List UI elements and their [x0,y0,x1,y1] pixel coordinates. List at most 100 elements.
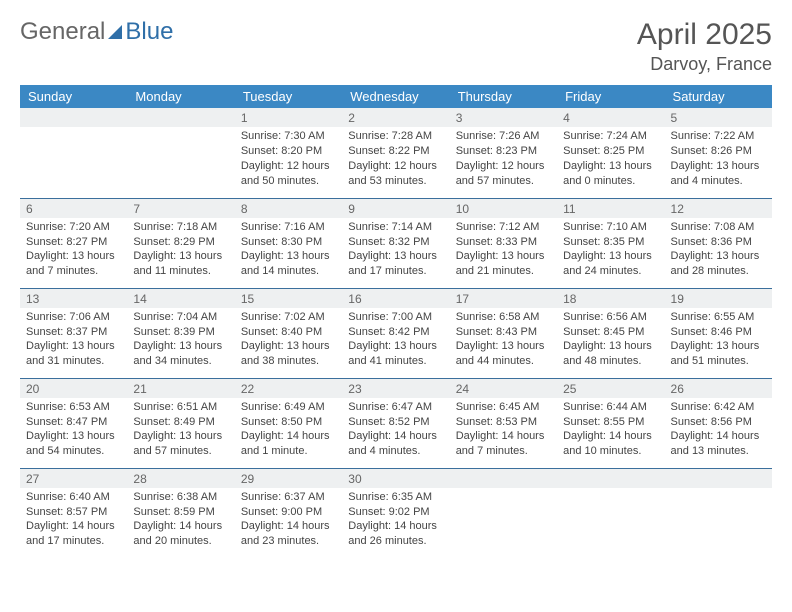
day-details: Sunrise: 7:20 AMSunset: 8:27 PMDaylight:… [26,220,121,279]
calendar-cell: 26Sunrise: 6:42 AMSunset: 8:56 PMDayligh… [665,378,772,468]
day-number: 8 [235,199,342,218]
sunrise-text: Sunrise: 7:02 AM [241,310,336,325]
sunset-text: Sunset: 8:43 PM [456,325,551,340]
daylight-text: Daylight: 13 hours and 28 minutes. [671,249,766,279]
calendar-cell: 1Sunrise: 7:30 AMSunset: 8:20 PMDaylight… [235,108,342,198]
day-details: Sunrise: 7:26 AMSunset: 8:23 PMDaylight:… [456,129,551,188]
day-details: Sunrise: 6:49 AMSunset: 8:50 PMDaylight:… [241,400,336,459]
sunrise-text: Sunrise: 6:56 AM [563,310,658,325]
daylight-text: Daylight: 14 hours and 26 minutes. [348,519,443,549]
day-number: 5 [665,108,772,127]
calendar-cell: 29Sunrise: 6:37 AMSunset: 9:00 PMDayligh… [235,468,342,558]
sunset-text: Sunset: 8:45 PM [563,325,658,340]
day-number: 23 [342,379,449,398]
day-number-bar [450,469,557,488]
sunrise-text: Sunrise: 6:45 AM [456,400,551,415]
brand-text-2: Blue [125,18,173,46]
weekday-header: Wednesday [342,85,449,108]
day-number: 28 [127,469,234,488]
weekday-header: Saturday [665,85,772,108]
calendar-cell: 8Sunrise: 7:16 AMSunset: 8:30 PMDaylight… [235,198,342,288]
day-details: Sunrise: 7:02 AMSunset: 8:40 PMDaylight:… [241,310,336,369]
calendar-week-row: 1Sunrise: 7:30 AMSunset: 8:20 PMDaylight… [20,108,772,198]
daylight-text: Daylight: 13 hours and 44 minutes. [456,339,551,369]
daylight-text: Daylight: 13 hours and 24 minutes. [563,249,658,279]
sunrise-text: Sunrise: 7:00 AM [348,310,443,325]
sunrise-text: Sunrise: 6:44 AM [563,400,658,415]
day-details: Sunrise: 6:47 AMSunset: 8:52 PMDaylight:… [348,400,443,459]
daylight-text: Daylight: 13 hours and 38 minutes. [241,339,336,369]
sunset-text: Sunset: 8:42 PM [348,325,443,340]
daylight-text: Daylight: 14 hours and 13 minutes. [671,429,766,459]
day-number: 7 [127,199,234,218]
sunset-text: Sunset: 8:47 PM [26,415,121,430]
weekday-header: Monday [127,85,234,108]
sunrise-text: Sunrise: 7:12 AM [456,220,551,235]
day-number: 11 [557,199,664,218]
calendar-table: Sunday Monday Tuesday Wednesday Thursday… [20,85,772,558]
calendar-cell: 21 Sunrise: 6:51 AMSunset: 8:49 PMDayligh… [127,378,234,468]
sunset-text: Sunset: 8:46 PM [671,325,766,340]
daylight-text: Daylight: 13 hours and 34 minutes. [133,339,228,369]
day-number: 19 [665,289,772,308]
calendar-week-row: 6Sunrise: 7:20 AMSunset: 8:27 PMDaylight… [20,198,772,288]
sunset-text: Sunset: 8:59 PM [133,505,228,520]
weekday-header: Tuesday [235,85,342,108]
day-number: 12 [665,199,772,218]
sunrise-text: Sunrise: 7:16 AM [241,220,336,235]
calendar-cell: 4Sunrise: 7:24 AMSunset: 8:25 PMDaylight… [557,108,664,198]
sunrise-text: Sunrise: 6:51 AM [133,400,228,415]
day-number: 24 [450,379,557,398]
sunrise-text: Sunrise: 7:28 AM [348,129,443,144]
calendar-cell: 24Sunrise: 6:45 AMSunset: 8:53 PMDayligh… [450,378,557,468]
calendar-cell: 27Sunrise: 6:40 AMSunset: 8:57 PMDayligh… [20,468,127,558]
brand-logo: General Blue [20,18,173,46]
weekday-header: Friday [557,85,664,108]
daylight-text: Daylight: 13 hours and 31 minutes. [26,339,121,369]
daylight-text: Daylight: 13 hours and 7 minutes. [26,249,121,279]
day-number: 21 [127,379,234,398]
sunset-text: Sunset: 9:00 PM [241,505,336,520]
calendar-week-row: 13Sunrise: 7:06 AMSunset: 8:37 PMDayligh… [20,288,772,378]
day-details: Sunrise: 6:40 AMSunset: 8:57 PMDaylight:… [26,490,121,549]
sunrise-text: Sunrise: 6:55 AM [671,310,766,325]
sunrise-text: Sunrise: 6:47 AM [348,400,443,415]
daylight-text: Daylight: 13 hours and 51 minutes. [671,339,766,369]
sunset-text: Sunset: 8:57 PM [26,505,121,520]
day-number: 25 [557,379,664,398]
day-details: Sunrise: 6:44 AMSunset: 8:55 PMDaylight:… [563,400,658,459]
calendar-cell: 19 Sunrise: 6:55 AMSunset: 8:46 PMDayligh… [665,288,772,378]
calendar-week-row: 27Sunrise: 6:40 AMSunset: 8:57 PMDayligh… [20,468,772,558]
day-number: 16 [342,289,449,308]
daylight-text: Daylight: 12 hours and 53 minutes. [348,159,443,189]
day-details: Sunrise: 6:42 AMSunset: 8:56 PMDaylight:… [671,400,766,459]
day-details: Sunrise: 7:14 AMSunset: 8:32 PMDaylight:… [348,220,443,279]
calendar-cell: 9 Sunrise: 7:14 AMSunset: 8:32 PMDaylight… [342,198,449,288]
day-details: Sunrise: 7:08 AMSunset: 8:36 PMDaylight:… [671,220,766,279]
day-number-bar [20,108,127,127]
sunset-text: Sunset: 8:20 PM [241,144,336,159]
title-block: April 2025 Darvoy, France [637,18,772,75]
sunrise-text: Sunrise: 7:14 AM [348,220,443,235]
daylight-text: Daylight: 14 hours and 23 minutes. [241,519,336,549]
sunset-text: Sunset: 8:25 PM [563,144,658,159]
sunset-text: Sunset: 8:36 PM [671,235,766,250]
calendar-cell: 14Sunrise: 7:04 AMSunset: 8:39 PMDayligh… [127,288,234,378]
sunrise-text: Sunrise: 7:04 AM [133,310,228,325]
daylight-text: Daylight: 14 hours and 7 minutes. [456,429,551,459]
sunset-text: Sunset: 8:33 PM [456,235,551,250]
sunset-text: Sunset: 8:32 PM [348,235,443,250]
daylight-text: Daylight: 13 hours and 41 minutes. [348,339,443,369]
day-details: Sunrise: 7:04 AMSunset: 8:39 PMDaylight:… [133,310,228,369]
day-details: Sunrise: 6:53 AMSunset: 8:47 PMDaylight:… [26,400,121,459]
sunset-text: Sunset: 8:37 PM [26,325,121,340]
day-number: 18 [557,289,664,308]
day-number: 9 [342,199,449,218]
sunset-text: Sunset: 8:27 PM [26,235,121,250]
daylight-text: Daylight: 13 hours and 14 minutes. [241,249,336,279]
sunset-text: Sunset: 8:40 PM [241,325,336,340]
calendar-cell: 22Sunrise: 6:49 AMSunset: 8:50 PMDayligh… [235,378,342,468]
day-details: Sunrise: 6:51 AMSunset: 8:49 PMDaylight:… [133,400,228,459]
daylight-text: Daylight: 13 hours and 4 minutes. [671,159,766,189]
sunset-text: Sunset: 8:50 PM [241,415,336,430]
